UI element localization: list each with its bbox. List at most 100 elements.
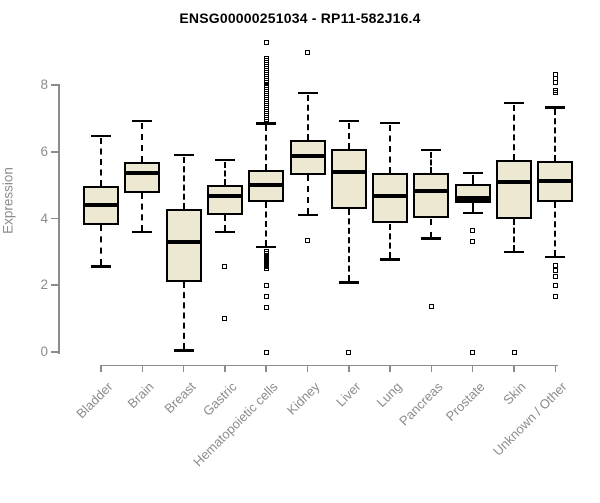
upper-whisker-cap [173,153,194,157]
median-line [208,193,241,199]
outlier-point [428,304,434,310]
upper-whisker-cap [297,91,318,95]
x-axis-tick [100,364,102,372]
x-axis-tick [348,364,350,372]
y-axis-tick [51,150,58,153]
outlier-point [552,293,558,299]
box [124,161,161,194]
box [206,185,243,216]
x-axis-tick [306,364,309,372]
outlier-point [552,263,558,269]
lower-whisker-cap [504,250,524,254]
outlier-point [263,116,269,122]
chart-title: ENSG00000251034 - RP11-582J16.4 [179,10,421,26]
y-axis-tick [51,84,58,86]
outlier-point [552,274,558,280]
upper-whisker [265,125,268,171]
outlier-point [470,227,476,233]
outlier-point [511,349,517,355]
outlier-point [263,282,269,288]
upper-whisker [223,162,226,186]
lower-whisker [347,209,350,282]
outlier-point [552,89,558,95]
y-axis-tick [51,217,58,220]
upper-whisker-cap [545,106,566,109]
x-axis-tick [471,364,474,372]
lower-whisker-cap [132,230,153,234]
median-line [126,170,159,176]
lower-whisker-cap [214,230,235,234]
lower-whisker [471,202,474,212]
lower-whisker-cap [462,211,483,215]
x-axis-tick [182,364,185,372]
upper-whisker [347,122,350,150]
x-axis-tick [513,364,515,372]
lower-whisker-cap [91,265,111,268]
outlier-point [552,72,558,78]
y-axis-tick-label: 2 [40,277,48,293]
upper-whisker-cap [214,158,235,162]
lower-whisker-cap [380,258,401,261]
lower-whisker [430,218,433,238]
lower-whisker-cap [256,245,277,249]
outlier-point [552,282,558,288]
lower-whisker-cap [297,213,318,217]
x-axis-tick [224,364,226,372]
y-axis-tick-label: 4 [40,210,48,226]
upper-whisker-cap [504,101,524,105]
upper-whisker-cap [421,148,442,152]
upper-whisker [389,124,392,173]
lower-whisker-cap [421,237,442,240]
upper-whisker [471,174,474,185]
outlier-point [552,268,558,274]
lower-whisker [389,223,392,259]
y-axis-tick-label: 0 [40,344,48,359]
outlier-point [470,239,476,245]
upper-whisker-cap [338,119,359,122]
lower-whisker-cap [173,349,194,352]
median-line [85,202,117,208]
median-line [415,188,448,194]
median-line [456,196,489,201]
x-axis-tick [430,364,433,372]
y-axis-tick [51,351,58,353]
outlier-point [222,316,228,322]
lower-whisker [513,218,515,251]
upper-whisker [554,109,557,161]
outlier-point [305,238,310,244]
x-axis-line [100,364,558,367]
outlier-point [552,79,558,85]
box [413,173,450,219]
lower-whisker [141,193,144,231]
median-line [250,182,283,188]
upper-whisker [306,95,309,141]
median-line [332,169,365,175]
x-axis-tick [389,364,391,372]
lower-whisker-cap [545,255,566,259]
lower-whisker [306,175,309,215]
upper-whisker-cap [91,134,111,138]
median-line [167,239,200,245]
lower-whisker [182,281,185,350]
median-line [291,153,324,159]
upper-whisker-cap [380,121,401,124]
outlier-point [470,349,476,355]
outlier-point [263,294,269,300]
outlier-point [263,266,269,272]
y-axis-tick-label: 8 [40,77,48,92]
upper-whisker-cap [132,119,153,123]
outlier-point [263,349,269,355]
outlier-point [263,40,269,46]
x-axis-tick [554,364,557,372]
lower-whisker [554,201,557,256]
outlier-point [263,305,269,311]
median-line [374,193,407,199]
x-axis-tick [265,364,267,372]
x-axis-tick [141,364,144,372]
box [330,149,367,210]
y-axis-tick-label: 6 [40,143,48,159]
y-axis-tick [51,284,58,287]
outlier-point [346,349,352,355]
